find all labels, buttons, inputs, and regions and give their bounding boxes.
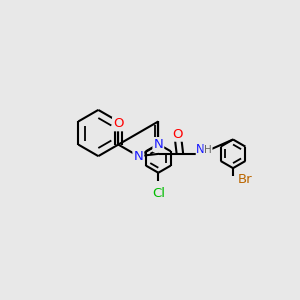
Text: N: N xyxy=(154,138,163,151)
Text: N: N xyxy=(196,143,205,156)
Text: Br: Br xyxy=(238,173,252,186)
Text: H: H xyxy=(204,145,212,155)
Text: Cl: Cl xyxy=(152,187,165,200)
Text: O: O xyxy=(113,117,124,130)
Text: O: O xyxy=(172,128,183,141)
Text: N: N xyxy=(134,150,143,163)
